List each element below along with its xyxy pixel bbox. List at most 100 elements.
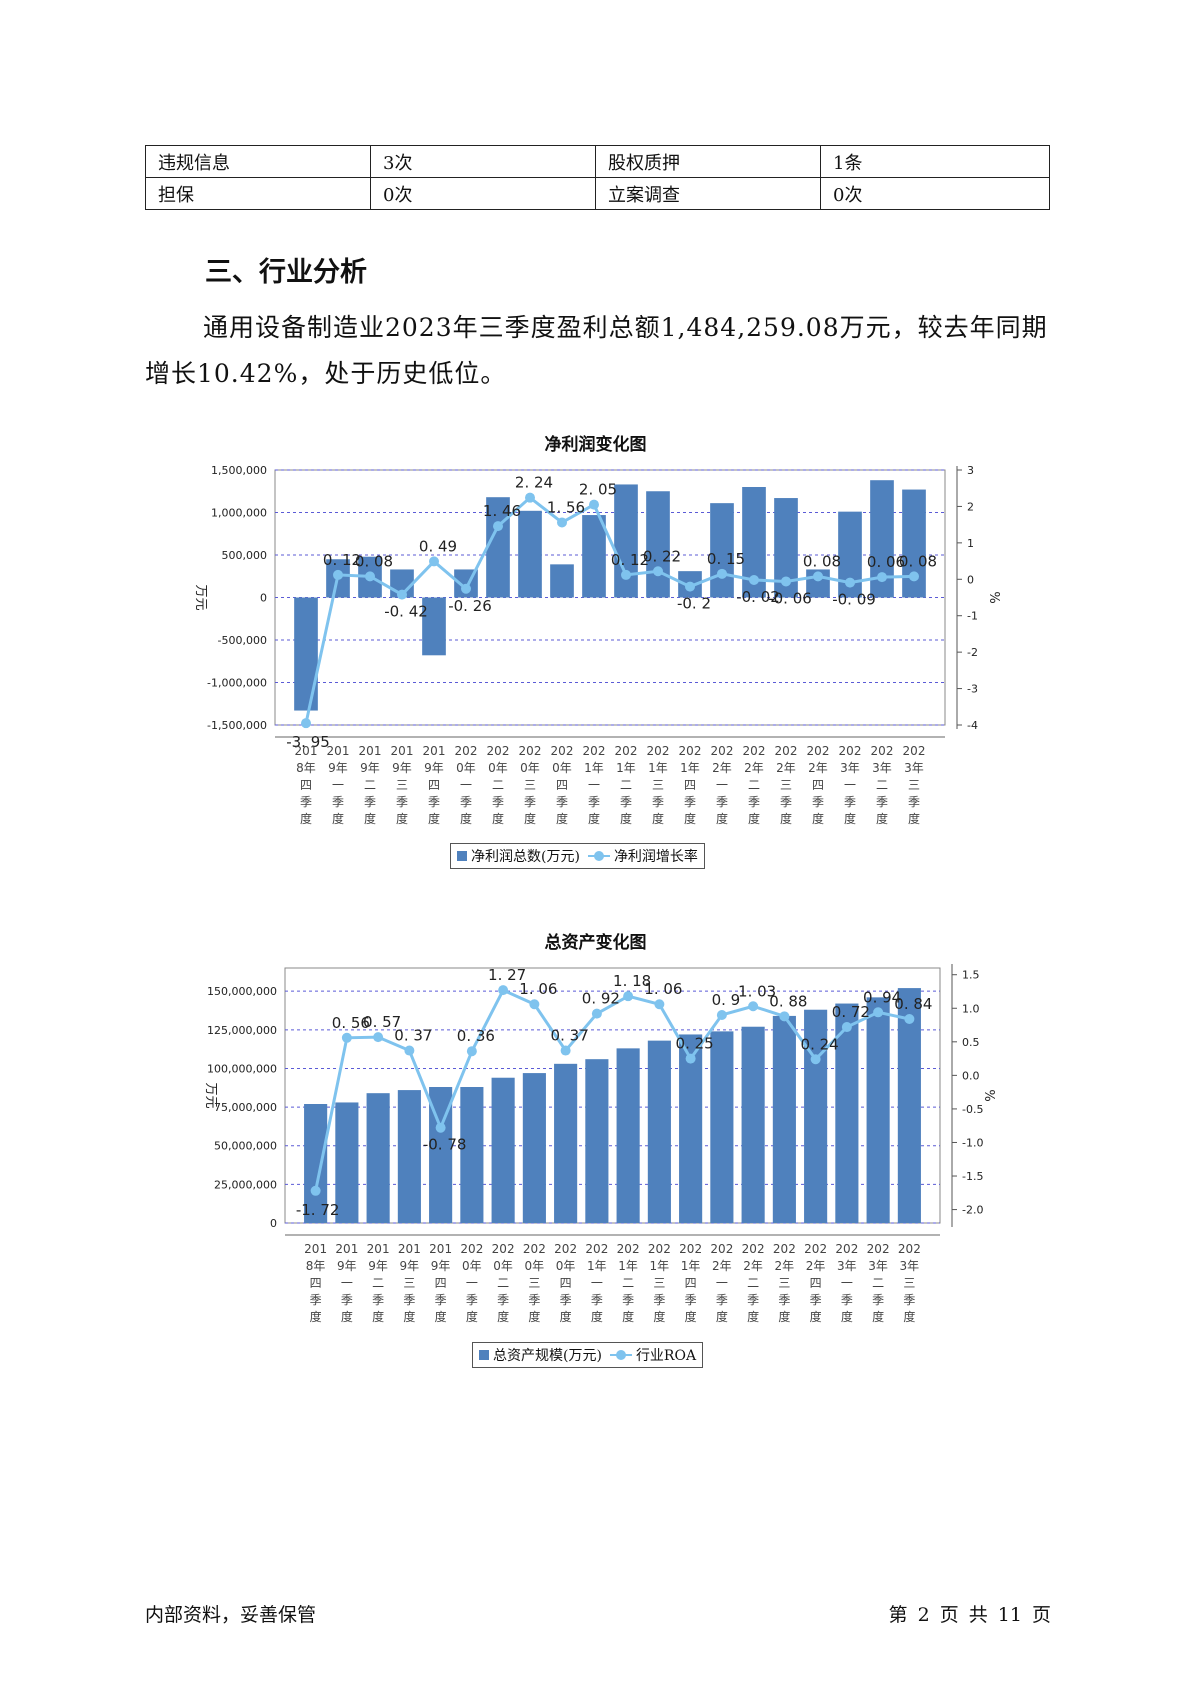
table-cell: 0次 (370, 177, 596, 210)
x-tick-label: 202 (519, 744, 542, 758)
x-tick-label: 202 (523, 1242, 546, 1256)
line-point (653, 566, 663, 577)
x-tick-label: 3年 (837, 1259, 857, 1273)
data-label: 1. 06 (644, 980, 682, 998)
line-point (716, 1009, 727, 1020)
data-label: -0. 26 (448, 597, 492, 615)
x-tick-label: 度 (560, 1309, 572, 1324)
x-tick-label: 202 (804, 1242, 827, 1256)
data-label: 0. 25 (676, 1035, 714, 1053)
x-tick-label: 202 (710, 1242, 733, 1256)
x-tick-label: 202 (492, 1242, 515, 1256)
x-tick-label: 季 (872, 1293, 884, 1307)
x-tick-label: 季 (435, 1293, 447, 1307)
legend-label: 净利润增长率 (613, 849, 698, 865)
bar (838, 511, 862, 598)
x-tick-label: 季 (497, 1293, 509, 1307)
bar (679, 1034, 703, 1223)
y-tick-label: 125,000,000 (207, 1024, 277, 1037)
bar (870, 480, 894, 598)
series-line (314, 988, 910, 1192)
x-tick-label: 季 (684, 795, 696, 809)
bar (429, 1087, 453, 1223)
bar (582, 515, 606, 598)
profit-chart-title: 净利润变化图 (544, 435, 647, 455)
legend-item-line: 净利润增长率 (587, 846, 698, 866)
section-title: 三、行业分析 (205, 257, 367, 288)
bar-swatch-icon (479, 1350, 489, 1360)
x-tick-label: 0年 (456, 761, 476, 775)
legend-item-bar: 净利润总数(万元) (457, 846, 580, 866)
x-tick-label: 季 (747, 1293, 759, 1307)
y2-tick-label: 1.0 (962, 1002, 980, 1015)
table-cell: 立案调查 (595, 177, 821, 210)
bar (460, 1087, 484, 1223)
x-tick-label: 季 (620, 795, 632, 809)
data-label: 0. 37 (551, 1027, 589, 1045)
data-label: 0. 92 (582, 990, 620, 1008)
x-tick-label: 1年 (648, 761, 668, 775)
y2-tick-label: 0 (967, 573, 974, 586)
data-label: 0. 08 (803, 552, 841, 570)
line-point (365, 571, 375, 582)
x-tick-label: 度 (841, 1309, 853, 1324)
x-tick-label: 度 (716, 1309, 728, 1324)
x-tick-label: 度 (685, 1309, 697, 1324)
x-tick-label: 四 (810, 1276, 822, 1290)
x-tick-label: 三 (396, 778, 408, 792)
y2-tick-label: 1.5 (962, 969, 980, 982)
x-tick-label: 1年 (618, 1259, 638, 1273)
x-tick-label: 度 (684, 811, 696, 826)
x-tick-label: 季 (364, 795, 376, 809)
x-tick-label: 202 (679, 1242, 702, 1256)
x-tick-label: 四 (310, 1276, 322, 1290)
x-tick-label: 四 (300, 778, 312, 792)
x-tick-label: 度 (428, 811, 440, 826)
x-tick-label: 一 (588, 778, 600, 792)
x-tick-label: 度 (876, 811, 888, 826)
x-tick-label: 201 (367, 1242, 390, 1256)
x-tick-label: 季 (300, 795, 312, 809)
x-tick-label: 季 (716, 1293, 728, 1307)
x-tick-label: 度 (497, 1309, 509, 1324)
data-label: 1. 56 (547, 498, 585, 516)
x-tick-label: 8年 (306, 1259, 326, 1273)
x-tick-label: 季 (460, 795, 472, 809)
x-tick-label: 202 (615, 744, 638, 758)
x-tick-label: 一 (841, 1276, 853, 1290)
x-tick-label: 三 (908, 778, 920, 792)
x-tick-label: 三 (403, 1276, 415, 1290)
x-tick-label: 1年 (587, 1259, 607, 1273)
x-tick-label: 二 (748, 778, 760, 792)
bar (742, 487, 766, 598)
x-tick-label: 度 (778, 1309, 790, 1324)
bar (304, 1104, 328, 1223)
x-tick-label: 季 (716, 795, 728, 809)
x-tick-label: 二 (872, 1276, 884, 1290)
x-tick-label: 季 (903, 1293, 915, 1307)
y-tick-label: 100,000,000 (207, 1062, 277, 1075)
x-tick-label: 四 (428, 778, 440, 792)
x-tick-label: 四 (685, 1276, 697, 1290)
x-tick-label: 9年 (431, 1259, 451, 1273)
y-tick-label: 500,000 (222, 549, 268, 562)
x-tick-label: 二 (497, 1276, 509, 1290)
line-point (560, 1045, 571, 1056)
line-point (404, 1045, 415, 1056)
page-number: 第 2 页 共 11 页 (888, 1604, 1051, 1626)
data-label: -0. 02 (736, 588, 780, 606)
data-label: 1. 18 (613, 972, 651, 990)
bar (522, 1073, 546, 1223)
x-tick-label: 一 (844, 778, 856, 792)
x-tick-label: 季 (908, 795, 920, 809)
x-tick-label: 202 (807, 744, 830, 758)
x-tick-label: 2年 (712, 761, 732, 775)
line-point (498, 985, 509, 996)
x-tick-label: 0年 (493, 1259, 513, 1273)
x-tick-label: 季 (780, 795, 792, 809)
line-point (525, 492, 535, 503)
y2-tick-label: -1.5 (962, 1170, 983, 1183)
line-point (301, 718, 311, 729)
x-tick-label: 一 (716, 1276, 728, 1290)
table-cell: 股权质押 (595, 145, 821, 178)
